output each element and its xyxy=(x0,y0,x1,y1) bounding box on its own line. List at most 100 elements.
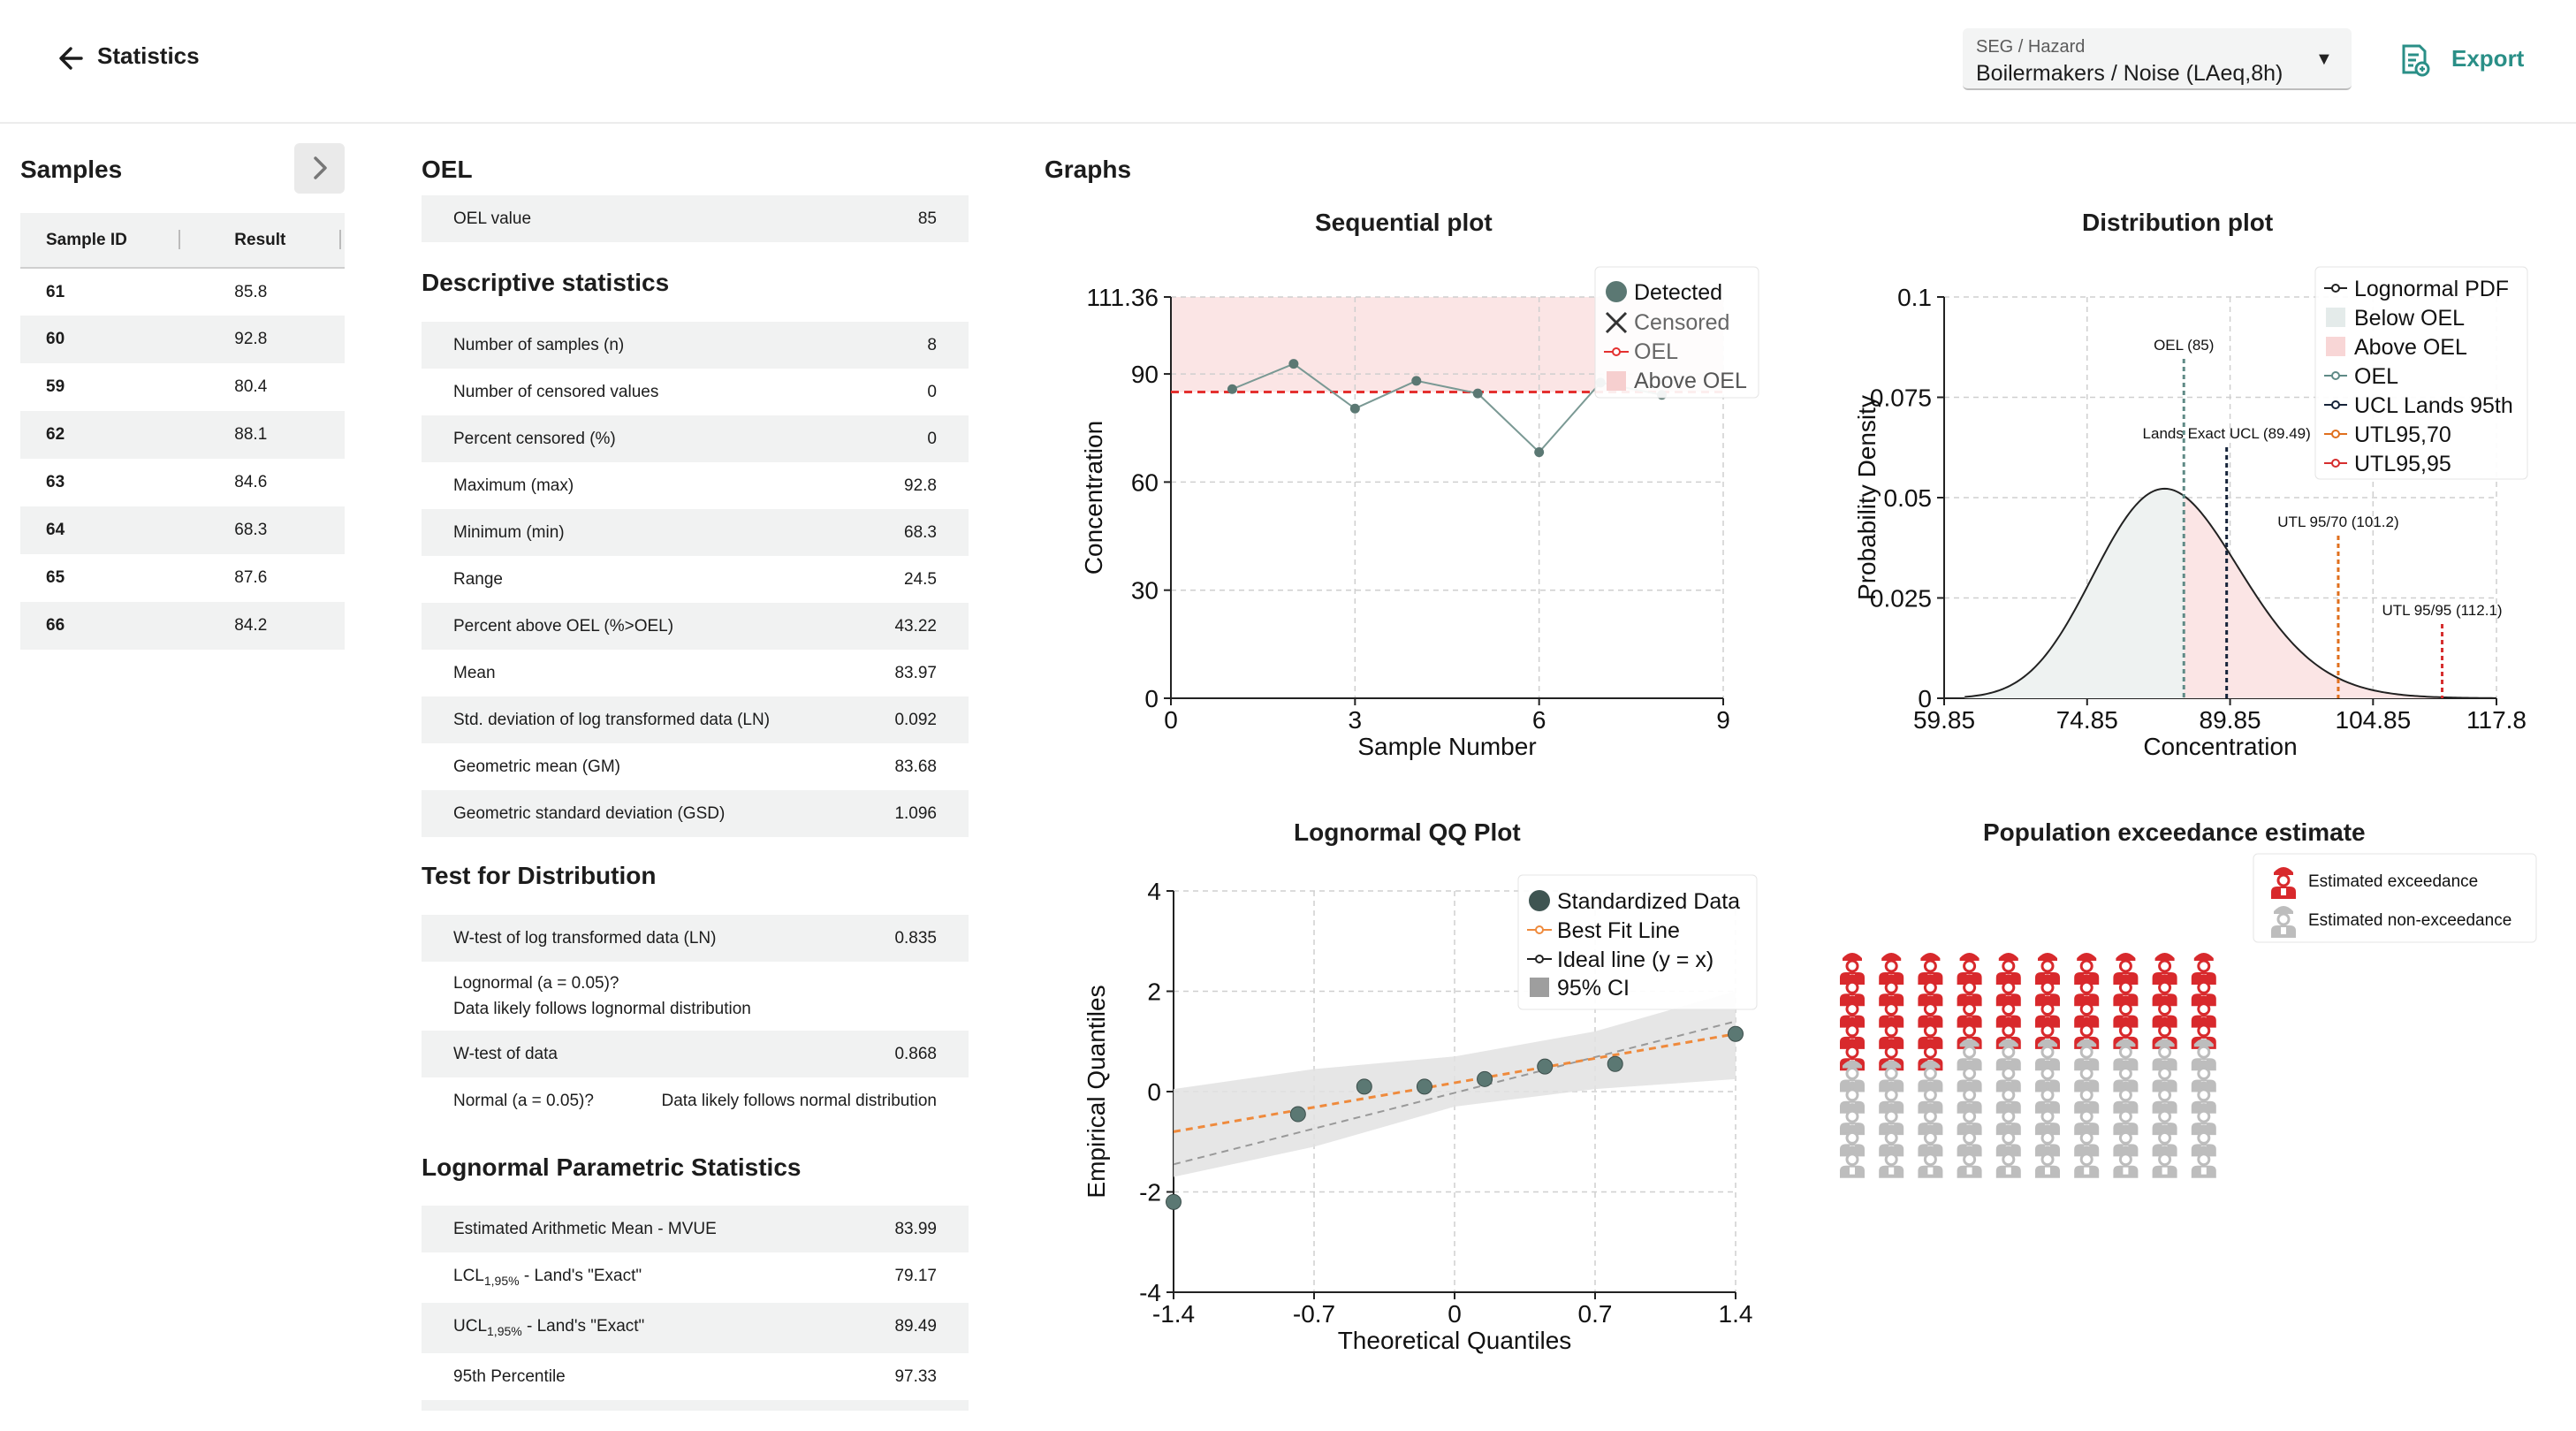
legend-point-marker xyxy=(2331,430,2340,438)
column-header-sample-id[interactable]: Sample ID xyxy=(20,213,207,269)
stat-value: 0 xyxy=(927,430,937,448)
data-point xyxy=(1534,447,1545,458)
top-bar: Statistics SEG / Hazard Boilermakers / N… xyxy=(0,0,2576,124)
stat-value: 83.68 xyxy=(894,757,937,776)
person-non-exceedance-icon xyxy=(2191,1146,2216,1178)
stat-label: Maximum (max) xyxy=(453,476,574,495)
y-axis-label: Empirical Quantiles xyxy=(1083,985,1110,1198)
stat-label: Lognormal (a = 0.05)? xyxy=(453,974,619,993)
x-tick-label: -1.4 xyxy=(1152,1300,1195,1328)
x-tick-label: 0 xyxy=(1448,1300,1462,1328)
table-row[interactable]: 64 68.3 xyxy=(20,506,345,554)
stat-result: Data likely follows lognormal distributi… xyxy=(453,1000,751,1018)
stat-value: 0.868 xyxy=(894,1045,937,1063)
x-tick-label: 0.7 xyxy=(1578,1300,1613,1328)
data-point xyxy=(1472,388,1483,399)
export-button[interactable]: Export xyxy=(2397,39,2529,81)
table-row[interactable]: 62 88.1 xyxy=(20,411,345,459)
stat-label: W-test of log transformed data (LN) xyxy=(453,929,717,948)
stat-row: Maximum (max) 92.8 xyxy=(422,462,969,509)
table-row[interactable]: 61 85.8 xyxy=(20,268,345,316)
x-tick-label: 0 xyxy=(1164,706,1178,734)
y-tick-label: 2 xyxy=(1147,978,1161,1006)
y-tick-label: 0.1 xyxy=(1897,284,1932,311)
legend-above-swatch xyxy=(1607,371,1626,391)
stat-row: W-test of data 0.868 xyxy=(422,1031,969,1077)
x-tick-label: 89.85 xyxy=(2200,706,2261,734)
stat-value: 85 xyxy=(917,209,937,228)
person-non-exceedance-icon xyxy=(2152,1146,2177,1178)
legend-label: Lognormal PDF xyxy=(2354,277,2509,301)
graphs-title: Graphs xyxy=(1045,156,1132,183)
stat-label: Percent above OEL (%>OEL) xyxy=(453,617,674,636)
sample-result: 80.4 xyxy=(234,377,268,396)
stat-row: Percent censored (%) 0 xyxy=(422,415,969,462)
person-non-exceedance-icon xyxy=(1957,1146,1982,1178)
y-axis-label: Probability Density xyxy=(1853,395,1881,600)
oel-title: OEL xyxy=(422,156,473,183)
y-tick-label: 90 xyxy=(1131,361,1159,388)
stat-row: UCL1,95% - Land's "Exact" 89.49 xyxy=(422,1303,969,1353)
samples-table: Sample ID Result 61 85.8 60 92.8 59 80.4 62… xyxy=(20,213,345,650)
person-non-exceedance-icon xyxy=(1995,1146,2021,1178)
legend-point-marker xyxy=(2331,400,2340,409)
stat-label: Number of samples (n) xyxy=(453,336,625,354)
sample-id: 61 xyxy=(46,282,65,301)
samples-expand-button[interactable] xyxy=(294,143,345,194)
x-tick-label: 59.85 xyxy=(1913,706,1975,734)
y-tick-label: 0.05 xyxy=(1884,484,1933,512)
legend-box xyxy=(1517,874,1758,1010)
person-exceedance-icon xyxy=(2035,974,2060,1007)
legend-ideal-marker xyxy=(1535,955,1544,963)
legend-label: OEL xyxy=(1634,339,1678,364)
column-header-result[interactable]: Result xyxy=(206,213,345,269)
stat-value: 24.5 xyxy=(904,570,937,589)
sample-result: 85.8 xyxy=(234,282,268,301)
table-row[interactable]: 60 92.8 xyxy=(20,316,345,363)
best-fit-line xyxy=(1173,1032,1736,1133)
legend-non-exceedance-icon xyxy=(2271,906,2296,938)
x-tick-label: 3 xyxy=(1349,706,1363,734)
ucl-suffix: - Land's "Exact" xyxy=(521,1317,645,1336)
stat-label: Geometric mean (GM) xyxy=(453,757,620,776)
descriptive-box: Number of samples (n) 8 Number of censore… xyxy=(422,322,969,837)
stat-value: 83.99 xyxy=(894,1220,937,1238)
legend-label: 95% CI xyxy=(1557,976,1630,1001)
stat-row: Geometric mean (GM) 83.68 xyxy=(422,743,969,790)
back-arrow-icon[interactable] xyxy=(55,39,90,78)
stat-value: 79.17 xyxy=(894,1267,937,1285)
stat-row: Number of censored values 0 xyxy=(422,369,969,415)
legend-label: Detected xyxy=(1634,280,1722,305)
legend-label: Ideal line (y = x) xyxy=(1557,948,1714,972)
ucl-prefix: UCL xyxy=(453,1317,488,1336)
ideal-line xyxy=(1173,1020,1736,1166)
table-row[interactable]: 59 80.4 xyxy=(20,363,345,411)
stat-label: 95th Percentile xyxy=(453,1367,566,1386)
legend-label: UTL95,70 xyxy=(2354,422,2451,447)
stat-label: Mean xyxy=(453,664,496,682)
samples-title: Samples xyxy=(20,156,123,183)
legend-label: Above OEL xyxy=(1634,369,1747,393)
page-title: Statistics xyxy=(97,42,200,69)
stat-label: LCL1,95% - Land's "Exact" xyxy=(453,1267,642,1288)
export-file-icon xyxy=(2402,44,2430,77)
legend-oel-marker xyxy=(1612,347,1621,356)
column-separator xyxy=(179,230,180,249)
legend-point-marker xyxy=(2331,284,2340,293)
sample-result: 92.8 xyxy=(206,316,345,363)
sample-id: 63 xyxy=(46,473,65,491)
stat-value: 92.8 xyxy=(904,476,937,495)
table-row[interactable]: 66 84.2 xyxy=(20,602,345,650)
table-row[interactable]: 65 87.6 xyxy=(20,554,345,602)
seg-hazard-select[interactable]: SEG / Hazard Boilermakers / Noise (LAeq,… xyxy=(1963,28,2352,90)
table-row[interactable]: 63 84.6 xyxy=(20,459,345,506)
stat-label: Percent censored (%) xyxy=(453,430,616,448)
stat-label: Std. deviation of log transformed data (… xyxy=(453,711,771,729)
sample-result: 68.3 xyxy=(206,506,345,554)
legend-label: UTL95,95 xyxy=(2354,452,2451,476)
legend-data-marker xyxy=(1529,890,1550,911)
stat-row: Minimum (min) 68.3 xyxy=(422,509,969,556)
data-point xyxy=(1411,376,1422,386)
legend-box xyxy=(1594,266,1759,399)
legend-exceedance-icon xyxy=(2271,867,2296,899)
